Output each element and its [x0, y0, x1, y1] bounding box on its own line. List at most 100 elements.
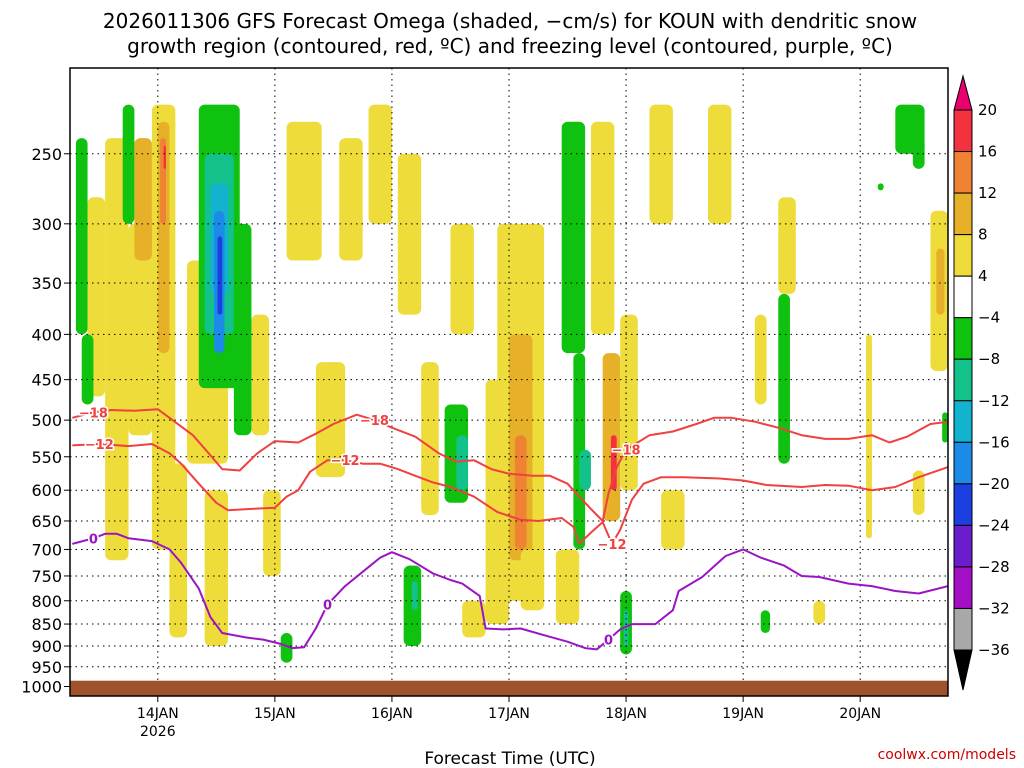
y-tick-label: 1000: [21, 678, 62, 697]
colorbar-bottom-arrow: [953, 649, 973, 691]
colorbar-top-arrow: [953, 74, 973, 111]
omega-shaded-cell: [122, 104, 135, 224]
y-tick-label: 800: [31, 592, 62, 611]
y-axis: 250 300 350 400 450 500 550 600 650 700 750 800 850 9…: [21, 145, 70, 697]
omega-shaded-cell: [936, 248, 945, 315]
omega-shaded-cell: [708, 104, 732, 224]
y-tick-label: 250: [31, 145, 62, 164]
omega-shaded-cell: [450, 223, 474, 335]
omega-shaded-cell: [778, 293, 790, 464]
colorbar-label: −20: [978, 475, 1010, 493]
ground-surface: [70, 680, 948, 696]
omega-shaded-cell: [421, 362, 439, 516]
omega-shaded-cell: [877, 183, 884, 191]
y-tick-label: 500: [31, 411, 62, 430]
omega-shaded-cell: [169, 463, 188, 638]
y-tick-label: 750: [31, 567, 62, 586]
contour-label: −12: [598, 538, 627, 553]
y-tick-label: 650: [31, 512, 62, 531]
omega-shaded-cell: [134, 138, 152, 261]
plot-area: −18 −18 −18 −12 −12 −12 0 0 0: [70, 68, 948, 696]
x-tick-label: 19JAN: [722, 706, 764, 722]
omega-shaded-cell: [75, 138, 88, 335]
colorbar-segment: [953, 441, 973, 485]
colorbar-segment: [953, 400, 973, 443]
omega-shaded-cell: [661, 490, 685, 550]
contour-dgz-minus12: [72, 443, 948, 545]
omega-shaded-cell: [128, 223, 152, 436]
omega-shaded-cell: [590, 121, 615, 335]
x-tick-label: 18JAN: [605, 706, 647, 722]
omega-shaded-cell: [368, 104, 392, 224]
colorbar-legend: 20 16 12 8 4 −4 −8 −12 −16 −20 −24 −28 −32 −36: [953, 74, 1010, 691]
omega-shaded-cell: [813, 600, 826, 625]
omega-shaded-cell: [912, 138, 925, 169]
omega-shaded-cell: [520, 549, 545, 611]
y-tick-label: 550: [31, 448, 62, 467]
x-tick-label: 16JAN: [371, 706, 413, 722]
contour-label: 0: [89, 532, 98, 547]
omega-shaded-cell: [778, 197, 796, 294]
omega-shaded-cell: [760, 610, 771, 633]
omega-shaded-cell: [579, 449, 591, 491]
colorbar-label: 20: [978, 101, 997, 119]
omega-shaded-cell: [81, 334, 94, 405]
y-tick-label: 350: [31, 274, 62, 293]
chart-title-line-2: growth region (contoured, red, ºC) and f…: [127, 34, 893, 58]
x-tick-year-label: 2026: [140, 724, 176, 740]
colorbar-label: −16: [978, 433, 1010, 451]
omega-shaded-cell: [204, 490, 229, 647]
colorbar-segment: [953, 607, 973, 651]
omega-shaded-cell: [397, 153, 422, 315]
y-tick-label: 850: [31, 615, 62, 634]
y-tick-label: 950: [31, 658, 62, 677]
omega-shaded-cell: [315, 362, 346, 478]
colorbar-segment: [953, 566, 973, 609]
colorbar-label: 8: [978, 226, 988, 244]
contour-dgz-minus18: [72, 408, 948, 522]
colorbar-segment: [953, 358, 973, 402]
colorbar-label: 4: [978, 267, 988, 285]
omega-shaded-cell: [462, 600, 486, 638]
colorbar-segment: [953, 192, 973, 236]
colorbar-segment: [953, 483, 973, 526]
colorbar-label: −24: [978, 516, 1010, 534]
x-tick-label: 20JAN: [839, 706, 881, 722]
contour-label: −12: [331, 454, 360, 469]
colorbar-label: −28: [978, 558, 1010, 576]
omega-shaded-cell: [561, 121, 586, 354]
contour-lines: −18 −18 −18 −12 −12 −12 0 0 0: [72, 405, 948, 651]
credit-text: coolwx.com/models: [878, 747, 1016, 763]
y-tick-label: 600: [31, 481, 62, 500]
colorbar-label: −4: [978, 309, 1000, 327]
contour-label: 0: [323, 599, 332, 614]
contour-freezing-0: [72, 532, 948, 651]
omega-shaded-cell: [620, 314, 638, 491]
colorbar-label: 16: [978, 143, 997, 161]
colorbar-label: −32: [978, 599, 1010, 617]
omega-shaded-cell: [251, 314, 270, 436]
colorbar-segment: [953, 275, 973, 319]
colorbar-label: −8: [978, 350, 1000, 368]
omega-shaded-cell: [754, 314, 767, 405]
omega-shaded-cell: [610, 435, 617, 491]
omega-shaded-cell: [163, 145, 166, 169]
omega-shaded-cell: [456, 435, 469, 491]
omega-shaded-cell: [942, 412, 948, 443]
contour-label: 0: [604, 634, 613, 649]
omega-shaded-cell: [263, 490, 281, 576]
colorbar-segment: [953, 151, 973, 194]
colorbar-segment: [953, 317, 973, 360]
omega-shaded-cell: [286, 121, 322, 261]
colorbar-label: −36: [978, 641, 1010, 659]
y-tick-label: 400: [31, 325, 62, 344]
omega-shaded-cell: [105, 138, 129, 561]
omega-shading: [75, 104, 948, 663]
x-tick-label: 14JAN: [137, 706, 179, 722]
omega-shaded-cell: [280, 632, 293, 663]
omega-shaded-cell: [912, 470, 925, 516]
x-tick-label: 15JAN: [254, 706, 296, 722]
x-tick-label: 17JAN: [488, 706, 530, 722]
x-axis: 14JAN 2026 15JAN 16JAN 17JAN 18JAN 19JAN 20JAN: [137, 696, 881, 740]
